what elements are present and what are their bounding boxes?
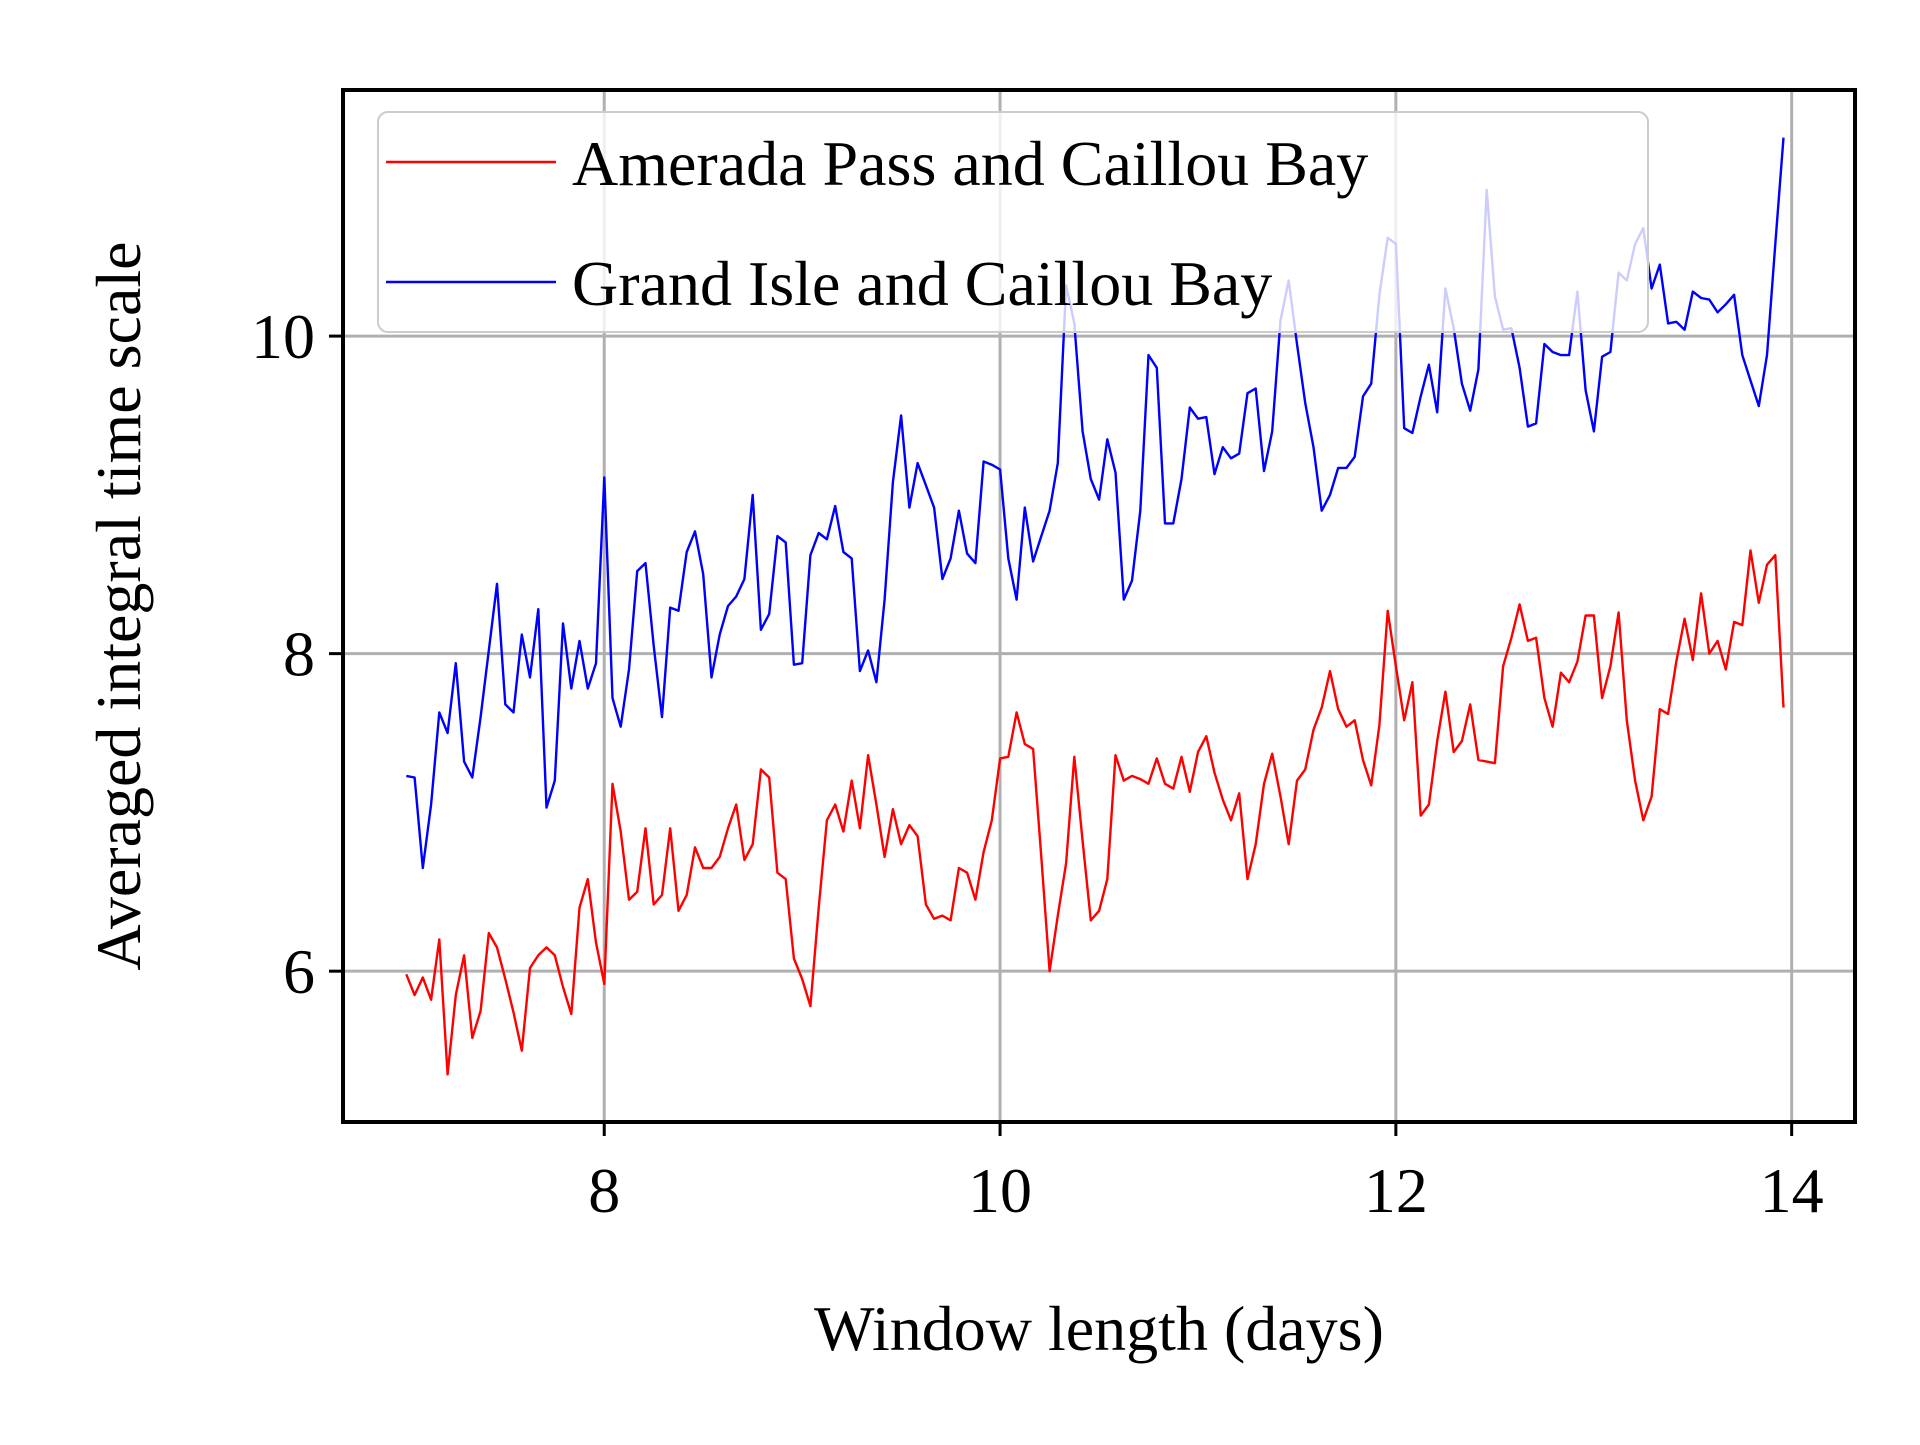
legend: Amerada Pass and Caillou Bay Grand Isle … (377, 111, 1649, 333)
y-tick-label-2: 10 (251, 301, 315, 372)
y-axis-label: Averaged integral time scale (83, 241, 154, 970)
x-tick-label-1: 10 (968, 1155, 1032, 1226)
legend-box (377, 111, 1649, 333)
x-tick-label-3: 14 (1760, 1155, 1824, 1226)
series-lines (405, 137, 1785, 1076)
x-tick-label-0: 8 (588, 1155, 620, 1226)
legend-label-grand-isle: Grand Isle and Caillou Bay (572, 248, 1272, 319)
plot-frame (341, 88, 1857, 1124)
ticks: 8 10 12 14 6 8 10 (251, 301, 1824, 1226)
series-line-amerada-pass (405, 549, 1785, 1076)
x-tick-label-2: 12 (1364, 1155, 1428, 1226)
x-axis-label: Window length (days) (814, 1293, 1384, 1364)
legend-label-amerada: Amerada Pass and Caillou Bay (572, 128, 1368, 199)
series-line-grand-isle (406, 137, 1785, 870)
y-tick-label-1: 8 (283, 619, 315, 690)
y-tick-label-0: 6 (283, 936, 315, 1007)
